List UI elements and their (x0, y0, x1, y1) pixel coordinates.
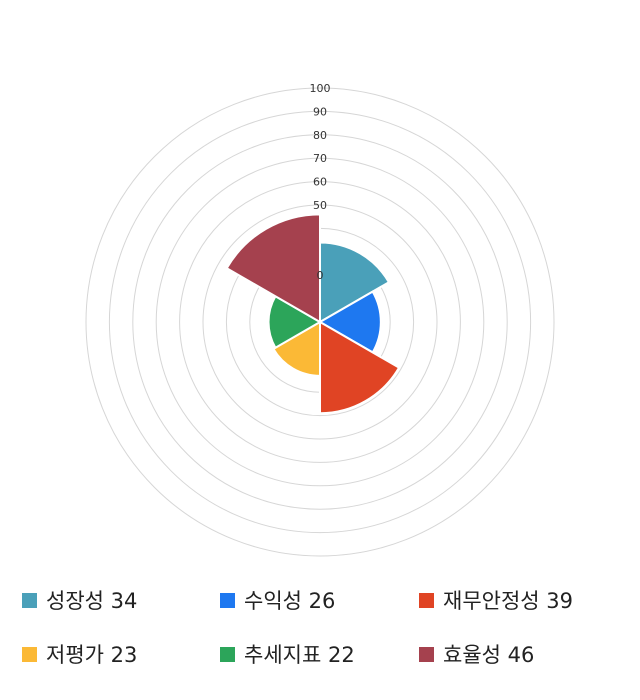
tick-label-5: 90 (313, 105, 327, 118)
grid-rings (85, 87, 555, 557)
grid-ring (179, 181, 461, 463)
legend-label-5: 효율성 46 (443, 643, 535, 667)
sector-5[interactable] (225, 213, 321, 324)
legend-swatch-4 (220, 646, 235, 662)
tick-label-2: 60 (313, 176, 327, 189)
legend-label-0: 성장성 34 (46, 589, 138, 613)
legend-swatch-3 (22, 646, 37, 662)
legend-swatch-0 (22, 592, 37, 608)
chart-sectors (225, 213, 401, 415)
legend-swatch-1 (220, 592, 235, 608)
legend-label-4: 추세지표 22 (244, 643, 355, 667)
tick-label-6: 100 (310, 82, 331, 95)
polar-area-chart: 0 50 60 70 80 90 100 (85, 82, 555, 557)
sector-0[interactable] (319, 241, 391, 324)
sector-2[interactable] (319, 320, 401, 415)
radial-tick-labels: 0 50 60 70 80 90 100 (310, 82, 331, 282)
sector-4[interactable] (267, 294, 322, 350)
grid-ring (108, 110, 532, 534)
sector-1[interactable] (317, 290, 382, 354)
legend-swatch-5 (419, 646, 434, 662)
legend-label-3: 저평가 23 (46, 643, 138, 667)
grid-ring (132, 134, 508, 510)
grid-ring (202, 204, 438, 440)
legend-item-5[interactable]: 효율성 46 (419, 639, 534, 669)
sector-3[interactable] (272, 320, 321, 377)
legend-item-3[interactable]: 저평가 23 (22, 639, 137, 669)
legend-item-4[interactable]: 추세지표 22 (220, 639, 355, 669)
legend-label-1: 수익성 26 (244, 589, 336, 613)
legend-swatch-2 (419, 592, 434, 608)
legend-item-0[interactable]: 성장성 34 (22, 585, 137, 615)
tick-label-4: 80 (313, 129, 327, 142)
tick-label-0: 0 (317, 269, 324, 282)
tick-label-3: 70 (313, 152, 327, 165)
legend-item-1[interactable]: 수익성 26 (220, 585, 335, 615)
legend-item-2[interactable]: 재무안정성 39 (419, 585, 573, 615)
legend-label-2: 재무안정성 39 (443, 589, 573, 613)
grid-ring (85, 87, 555, 557)
tick-label-1: 50 (313, 199, 327, 212)
grid-ring (155, 157, 485, 487)
